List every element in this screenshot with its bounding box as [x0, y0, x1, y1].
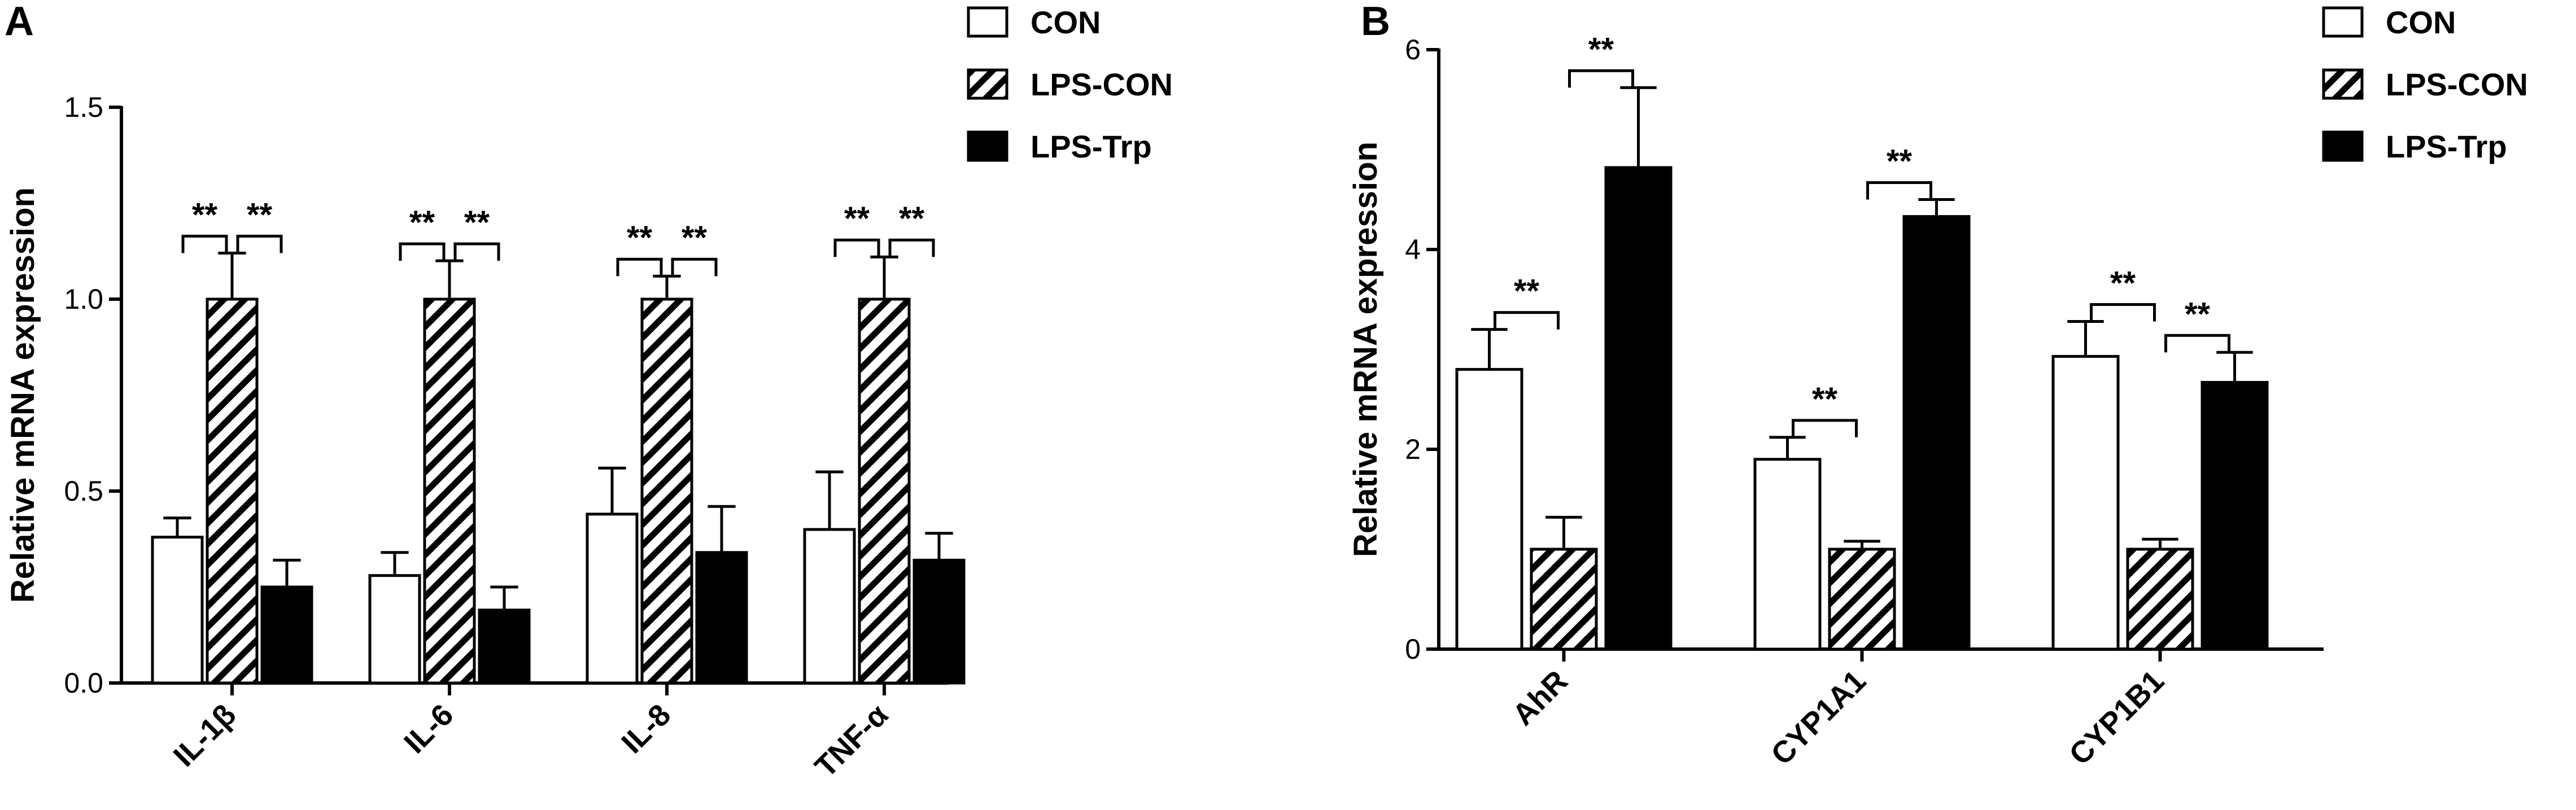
legend-label: LPS-Trp — [1031, 129, 1152, 164]
y-tick-label: 0 — [1405, 633, 1421, 665]
bar-lps-con — [2126, 548, 2194, 651]
bar-lps-trp — [1902, 215, 1971, 651]
y-tick-label: 1.0 — [64, 283, 103, 315]
bar-lps-trp — [260, 585, 313, 685]
x-tick-label: TNF-α — [809, 698, 895, 784]
significance-label: ** — [1588, 31, 1614, 68]
y-axis-label: Relative mRNA expression — [5, 187, 41, 603]
bar-lps-trp — [912, 558, 966, 685]
significance-label: ** — [2185, 296, 2211, 332]
legend-label: LPS-CON — [2386, 67, 2528, 102]
legend-swatch-lps-con — [2322, 68, 2364, 100]
bar-lps-con — [423, 297, 476, 685]
legend-swatch-con — [2322, 6, 2364, 38]
bar-lps-con — [858, 297, 911, 685]
bar-lps-trp — [1604, 166, 1673, 651]
legend-label: CON — [2386, 5, 2456, 40]
bar-lps-trp — [478, 608, 531, 685]
significance-bracket — [888, 238, 935, 257]
x-tick-label: CYP1B1 — [2063, 664, 2171, 772]
significance-label: ** — [2110, 265, 2136, 301]
significance-label: ** — [247, 196, 273, 233]
y-axis-label: Relative mRNA expression — [1347, 142, 1384, 557]
significance-bracket — [181, 234, 228, 253]
bar-con — [1753, 458, 1822, 651]
significance-bracket — [1568, 69, 1634, 88]
panel-b: B 0 2 4 6 Relative mRNA expression AhR CYP1A1 CY… — [1347, 0, 2528, 772]
significance-label: ** — [844, 200, 870, 237]
bar-lps-con — [1828, 548, 1896, 651]
bar-lps-trp — [695, 551, 748, 685]
legend-swatch-lps-trp — [2322, 130, 2364, 162]
y-tick-label: 0.5 — [64, 475, 103, 507]
significance-bracket — [2090, 303, 2156, 322]
y-tick-label: 2 — [1405, 434, 1421, 465]
significance-label: ** — [192, 196, 218, 233]
x-tick-label: IL-6 — [398, 698, 460, 760]
legend-label: CON — [1031, 5, 1101, 40]
significance-label: ** — [899, 200, 925, 237]
panel-a: A 0.0 0.5 1.0 1.5 Relative mRNA expression IL-… — [5, 0, 1173, 784]
x-tick-label: IL-8 — [615, 698, 677, 760]
significance-label: ** — [1514, 273, 1540, 310]
y-tick-label: 6 — [1405, 34, 1421, 65]
bar-con — [151, 536, 204, 685]
significance-bracket — [616, 257, 663, 277]
significance-bracket — [1792, 419, 1858, 437]
significance-bracket — [671, 257, 718, 277]
bar-con — [1455, 367, 1523, 651]
x-tick-label: AhR — [1506, 664, 1574, 732]
significance-bracket — [2164, 334, 2230, 353]
x-tick-label: IL-1β — [167, 698, 243, 773]
panel-letter: B — [1361, 0, 1390, 44]
significance-label: ** — [682, 220, 708, 256]
significance-bracket — [453, 242, 500, 261]
bar-con — [368, 574, 421, 685]
bar-con — [586, 513, 639, 685]
bar-lps-con — [1530, 548, 1598, 651]
bar-lps-con — [640, 297, 693, 685]
significance-bracket — [1494, 311, 1560, 330]
legend-label: LPS-CON — [1031, 67, 1173, 102]
significance-label: ** — [627, 220, 653, 256]
bar-con — [2051, 354, 2120, 651]
bar-lps-trp — [2200, 380, 2269, 651]
legend-swatch-lps-con — [967, 68, 1008, 100]
x-tick-label: CYP1A1 — [1765, 664, 1872, 772]
y-tick-label: 1.5 — [64, 91, 103, 123]
y-tick-label: 0.0 — [64, 667, 103, 699]
significance-bracket — [1866, 181, 1932, 200]
significance-bracket — [399, 242, 446, 261]
significance-bracket — [833, 238, 880, 257]
significance-label: ** — [1812, 381, 1838, 418]
legend-swatch-lps-trp — [967, 130, 1008, 162]
legend-swatch-con — [967, 6, 1008, 38]
bar-lps-con — [206, 297, 259, 685]
significance-label: ** — [409, 204, 435, 241]
legend-label: LPS-Trp — [2386, 129, 2507, 164]
significance-label: ** — [1887, 143, 1913, 180]
significance-bracket — [236, 234, 283, 253]
significance-label: ** — [464, 204, 490, 241]
y-tick-label: 4 — [1405, 234, 1421, 265]
bar-con — [803, 528, 856, 685]
panel-letter: A — [5, 0, 34, 44]
